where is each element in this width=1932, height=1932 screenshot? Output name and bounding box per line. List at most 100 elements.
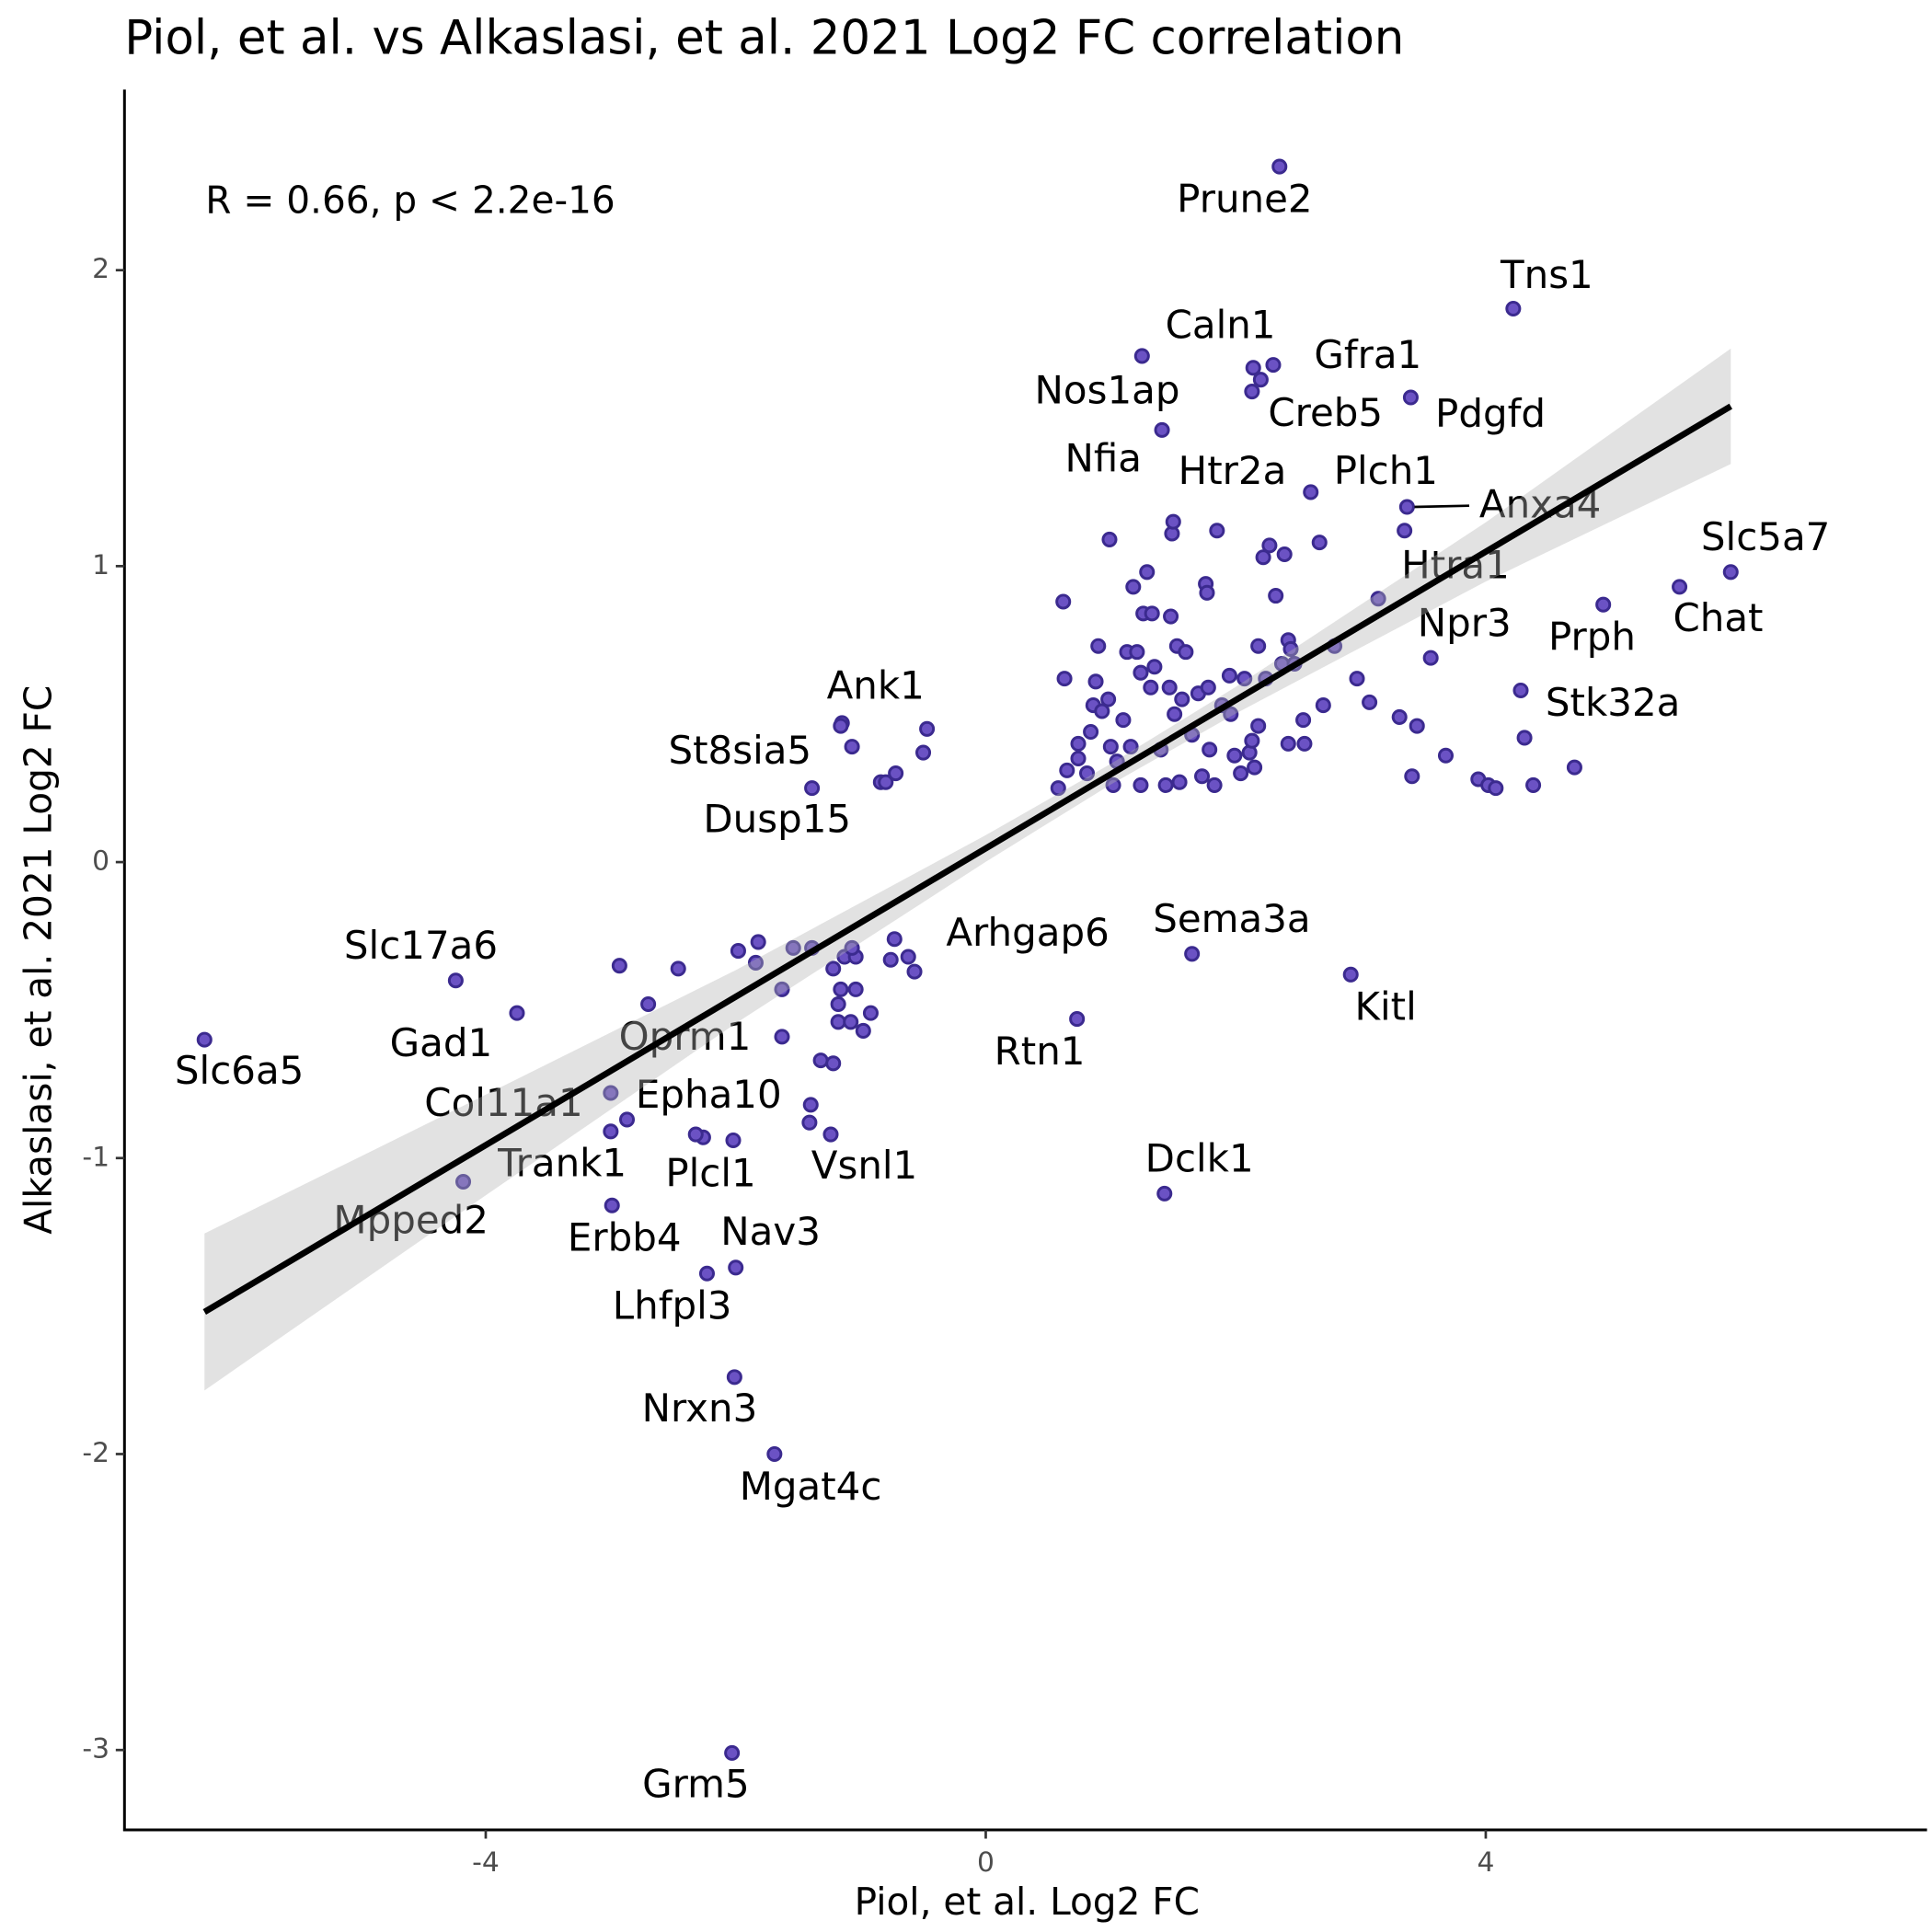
point [1167,706,1183,722]
point [1070,735,1087,752]
point [1133,664,1149,681]
point [1295,712,1312,729]
point [1525,776,1542,793]
point [882,951,899,968]
point-label: Nav3 [720,1209,821,1254]
x-axis-title: Piol, et al. Log2 FC [855,1880,1200,1924]
point [886,931,903,948]
point [1261,537,1278,554]
point [1391,708,1408,725]
point [1221,667,1237,684]
point [801,1114,818,1131]
point [1276,546,1293,563]
point [447,972,464,989]
point [1505,300,1522,317]
point [1102,739,1119,755]
point [1056,671,1073,687]
point-label: Gad1 [390,1020,493,1065]
point [1184,946,1201,962]
point-label: Mgat4c [740,1464,882,1509]
point [1244,384,1260,400]
fit-line [202,403,1732,1315]
point [1252,372,1269,388]
point [618,1111,636,1128]
y-tick-label: -1 [82,1141,109,1173]
point-label: Plch1 [1334,448,1438,493]
point-label: Nos1ap [1035,367,1180,412]
point [1122,739,1139,755]
point [1315,697,1331,714]
chart-title: Piol, et al. vs Alkaslasi, et al. 2021 L… [124,11,1404,66]
correlation-annotation: R = 0.66, p < 2.2e-16 [205,178,615,223]
point [611,958,627,974]
point [1247,759,1263,776]
point [1178,644,1194,661]
point [726,1369,742,1386]
point [822,1126,839,1143]
point [1133,776,1149,793]
point [1349,671,1365,687]
point-label: Kitl [1354,984,1416,1029]
point [640,995,657,1013]
point [1516,730,1533,746]
point [825,960,842,977]
point [888,765,904,782]
point-label: Plcl1 [665,1151,755,1196]
point [1200,679,1216,696]
point [785,939,801,956]
point-label: Nfia [1064,436,1142,481]
point-label: Ank1 [827,662,925,707]
point [1422,650,1439,666]
y-tick-label: -3 [82,1733,109,1765]
point-label: Slc6a5 [175,1048,304,1093]
point [1133,348,1150,364]
point [1143,679,1159,696]
point [1303,484,1319,500]
point-label: Gfra1 [1314,332,1421,377]
point-label: Epha10 [636,1072,782,1117]
point [1087,673,1104,690]
point [1250,718,1267,734]
point-label: Grm5 [642,1761,750,1806]
point [1059,762,1075,778]
point [802,1097,819,1113]
point [1398,499,1415,515]
point [1202,742,1218,758]
point [1370,591,1386,607]
point [698,1265,715,1282]
point [1194,768,1211,785]
point-label: St8sia5 [668,728,811,773]
point [196,1031,213,1048]
point [1280,735,1296,752]
point [1129,644,1145,661]
point [833,981,849,997]
point [1050,780,1066,797]
point [1437,747,1455,764]
point [1566,759,1582,776]
point [750,934,766,950]
point [1100,691,1117,707]
point [833,718,849,734]
point [1672,579,1688,595]
point [855,1022,871,1039]
point [1265,357,1282,374]
y-tick-label: 0 [92,845,109,878]
point [915,744,932,761]
point [1070,750,1087,766]
point [728,1259,744,1276]
point-label: Htr2a [1179,448,1287,493]
y-tick-label: 2 [92,253,109,285]
point [1144,605,1160,622]
y-tick-label: -2 [82,1437,109,1469]
point-label: Prph [1548,615,1636,660]
point-label: Prune2 [1177,176,1312,221]
point [1174,691,1190,707]
point [1223,706,1239,722]
point-label: Nrxn3 [642,1386,758,1431]
point-label: Caln1 [1166,302,1276,347]
confidence-band [204,348,1731,1391]
point-label: Lhfpl3 [613,1283,732,1328]
point-label: Erbb4 [568,1215,682,1260]
